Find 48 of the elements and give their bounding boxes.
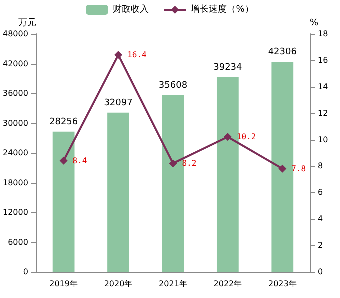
point [114, 51, 123, 60]
point [169, 160, 178, 168]
data-label: 35608 [158, 80, 188, 91]
data-label: 32097 [104, 98, 133, 108]
y2-tick-label: 10 [318, 135, 328, 144]
y-tick-label: 18000 [2, 178, 28, 188]
y-tick-label: 42000 [2, 59, 28, 68]
point [278, 164, 287, 173]
y2-tick-label: 2 [318, 241, 324, 250]
data-label: 8.4 [72, 156, 88, 166]
legend-label: 财政收入 [113, 4, 150, 15]
y2-tick-label: 4 [318, 214, 324, 224]
data-label: 39234 [214, 62, 243, 73]
data-label: 28256 [49, 117, 78, 128]
y-tick-label: 48000 [2, 30, 28, 38]
bar [162, 95, 184, 272]
data-label: 42306 [268, 48, 298, 58]
x-tick-label: 2021年 [159, 280, 188, 288]
y-tick-label: 0 [23, 268, 28, 276]
bar [272, 62, 294, 272]
x-tick-label: 2022年 [214, 280, 242, 288]
bar [52, 132, 75, 272]
y-axis-title: 万元 [18, 18, 36, 28]
data-label: 16.4 [128, 50, 147, 60]
y-tick-label: 24000 [2, 148, 28, 158]
data-label: 8.2 [182, 159, 197, 168]
point [60, 156, 68, 165]
y2-tick-label: 18 [318, 30, 328, 38]
legend-label: 增长速度（%） [190, 4, 254, 15]
bar [108, 112, 130, 272]
bar [216, 77, 239, 272]
x-tick-label: 2019年 [50, 280, 78, 288]
y2-tick-label: 0 [318, 268, 324, 276]
y-tick-label: 36000 [2, 89, 28, 98]
y-tick-label: 30000 [2, 118, 28, 128]
x-tick-label: 2020年 [104, 280, 133, 288]
y2-axis-title: % [310, 18, 319, 28]
y-tick-label: 12000 [2, 208, 28, 217]
y2-tick-label: 12 [318, 108, 328, 118]
point [224, 133, 232, 142]
y2-tick-label: 14 [318, 82, 328, 92]
data-label: 7.8 [292, 164, 306, 174]
y-tick-label: 6000 [8, 238, 28, 247]
y2-tick-label: 16 [318, 56, 328, 65]
data-label: 10.2 [236, 132, 256, 142]
y2-tick-label: 6 [318, 188, 324, 198]
x-tick-label: 2023年 [268, 280, 297, 288]
y2-tick-label: 8 [318, 162, 324, 171]
